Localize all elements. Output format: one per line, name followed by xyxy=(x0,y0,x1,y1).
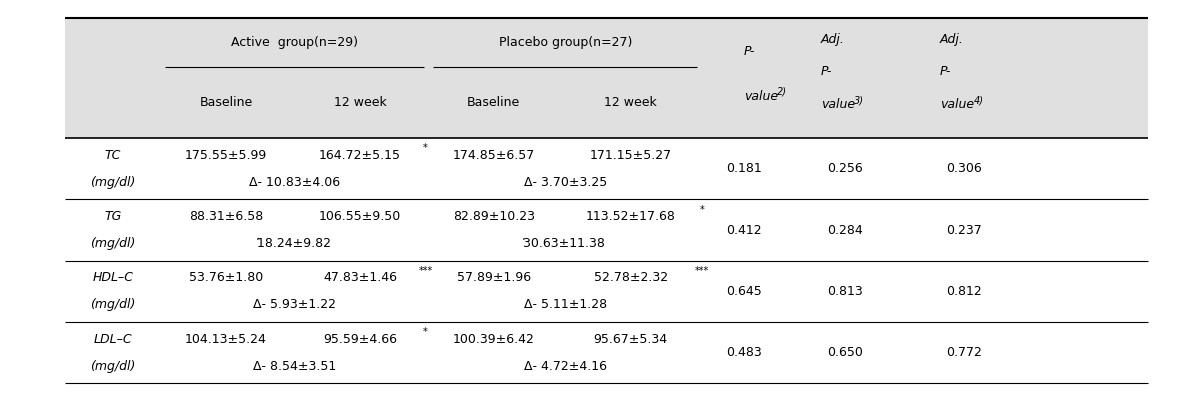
Text: 100.39±6.42: 100.39±6.42 xyxy=(453,333,534,346)
Text: Δ- 5.93±1.22: Δ- 5.93±1.22 xyxy=(253,298,336,311)
Text: ***: *** xyxy=(419,266,432,276)
Text: 0.237: 0.237 xyxy=(946,224,982,237)
Text: ***: *** xyxy=(695,266,709,276)
Text: Baseline: Baseline xyxy=(468,96,520,109)
Text: *: * xyxy=(424,327,427,337)
Text: value: value xyxy=(744,90,778,103)
Text: TC: TC xyxy=(105,149,121,162)
Text: 12 week: 12 week xyxy=(333,96,387,109)
Bar xyxy=(65,138,1148,199)
Text: 82.89±10.23: 82.89±10.23 xyxy=(453,210,534,223)
Text: 104.13±5.24: 104.13±5.24 xyxy=(186,333,267,346)
Text: (mg/dl): (mg/dl) xyxy=(90,176,136,189)
Text: Baseline: Baseline xyxy=(200,96,252,109)
Text: Placebo group(n=27): Placebo group(n=27) xyxy=(499,36,632,49)
Text: ̕18.24±9.82: ̕18.24±9.82 xyxy=(257,237,332,250)
Text: ̕30.63±11.38: ̕30.63±11.38 xyxy=(525,237,606,250)
Text: Active  group(n=29): Active group(n=29) xyxy=(231,36,358,49)
Bar xyxy=(65,322,1148,383)
Text: *: * xyxy=(700,205,704,214)
Text: 95.67±5.34: 95.67±5.34 xyxy=(594,333,668,346)
Text: 0.645: 0.645 xyxy=(726,285,762,298)
Text: 174.85±6.57: 174.85±6.57 xyxy=(452,149,536,162)
Bar xyxy=(65,199,1148,261)
Text: value: value xyxy=(821,98,856,111)
Text: P-: P- xyxy=(744,45,756,58)
Text: Δ- 3.70±3.25: Δ- 3.70±3.25 xyxy=(524,176,607,189)
Text: 113.52±17.68: 113.52±17.68 xyxy=(585,210,676,223)
Text: 0.650: 0.650 xyxy=(827,346,863,359)
Text: 0.181: 0.181 xyxy=(726,162,762,175)
Text: 0.812: 0.812 xyxy=(946,285,982,298)
Text: Δ- 5.11±1.28: Δ- 5.11±1.28 xyxy=(524,298,607,311)
Text: 164.72±5.15: 164.72±5.15 xyxy=(319,149,401,162)
Text: Adj.: Adj. xyxy=(821,33,845,46)
Text: 0.284: 0.284 xyxy=(827,224,863,237)
Text: 0.306: 0.306 xyxy=(946,162,982,175)
Text: 106.55±9.50: 106.55±9.50 xyxy=(319,210,401,223)
Text: 2): 2) xyxy=(777,87,787,96)
Text: 12 week: 12 week xyxy=(605,96,657,109)
Text: HDL–C: HDL–C xyxy=(93,271,133,284)
Text: 175.55±5.99: 175.55±5.99 xyxy=(184,149,268,162)
Text: (mg/dl): (mg/dl) xyxy=(90,237,136,250)
Text: TG: TG xyxy=(105,210,121,223)
Text: 53.76±1.80: 53.76±1.80 xyxy=(189,271,263,284)
Text: *: * xyxy=(424,143,427,153)
Bar xyxy=(65,18,1148,138)
Bar xyxy=(65,261,1148,322)
Text: 95.59±4.66: 95.59±4.66 xyxy=(322,333,397,346)
Text: 47.83±1.46: 47.83±1.46 xyxy=(322,271,397,284)
Text: 3): 3) xyxy=(854,96,864,105)
Text: Adj.: Adj. xyxy=(940,33,964,46)
Text: 0.256: 0.256 xyxy=(827,162,863,175)
Text: Δ- 10.83±4.06: Δ- 10.83±4.06 xyxy=(249,176,340,189)
Text: 0.772: 0.772 xyxy=(946,346,982,359)
Text: (mg/dl): (mg/dl) xyxy=(90,298,136,311)
Text: value: value xyxy=(940,98,975,111)
Text: 52.78±2.32: 52.78±2.32 xyxy=(594,271,668,284)
Text: P-: P- xyxy=(821,66,833,79)
Text: 4): 4) xyxy=(973,96,983,105)
Text: 0.483: 0.483 xyxy=(726,346,762,359)
Text: 0.412: 0.412 xyxy=(726,224,762,237)
Text: P-: P- xyxy=(940,66,952,79)
Text: 171.15±5.27: 171.15±5.27 xyxy=(589,149,672,162)
Text: (mg/dl): (mg/dl) xyxy=(90,359,136,372)
Text: Δ- 8.54±3.51: Δ- 8.54±3.51 xyxy=(253,359,336,372)
Text: 0.813: 0.813 xyxy=(827,285,863,298)
Text: 57.89±1.96: 57.89±1.96 xyxy=(457,271,531,284)
Text: 88.31±6.58: 88.31±6.58 xyxy=(189,210,263,223)
Text: LDL–C: LDL–C xyxy=(94,333,132,346)
Text: Δ- 4.72±4.16: Δ- 4.72±4.16 xyxy=(524,359,607,372)
